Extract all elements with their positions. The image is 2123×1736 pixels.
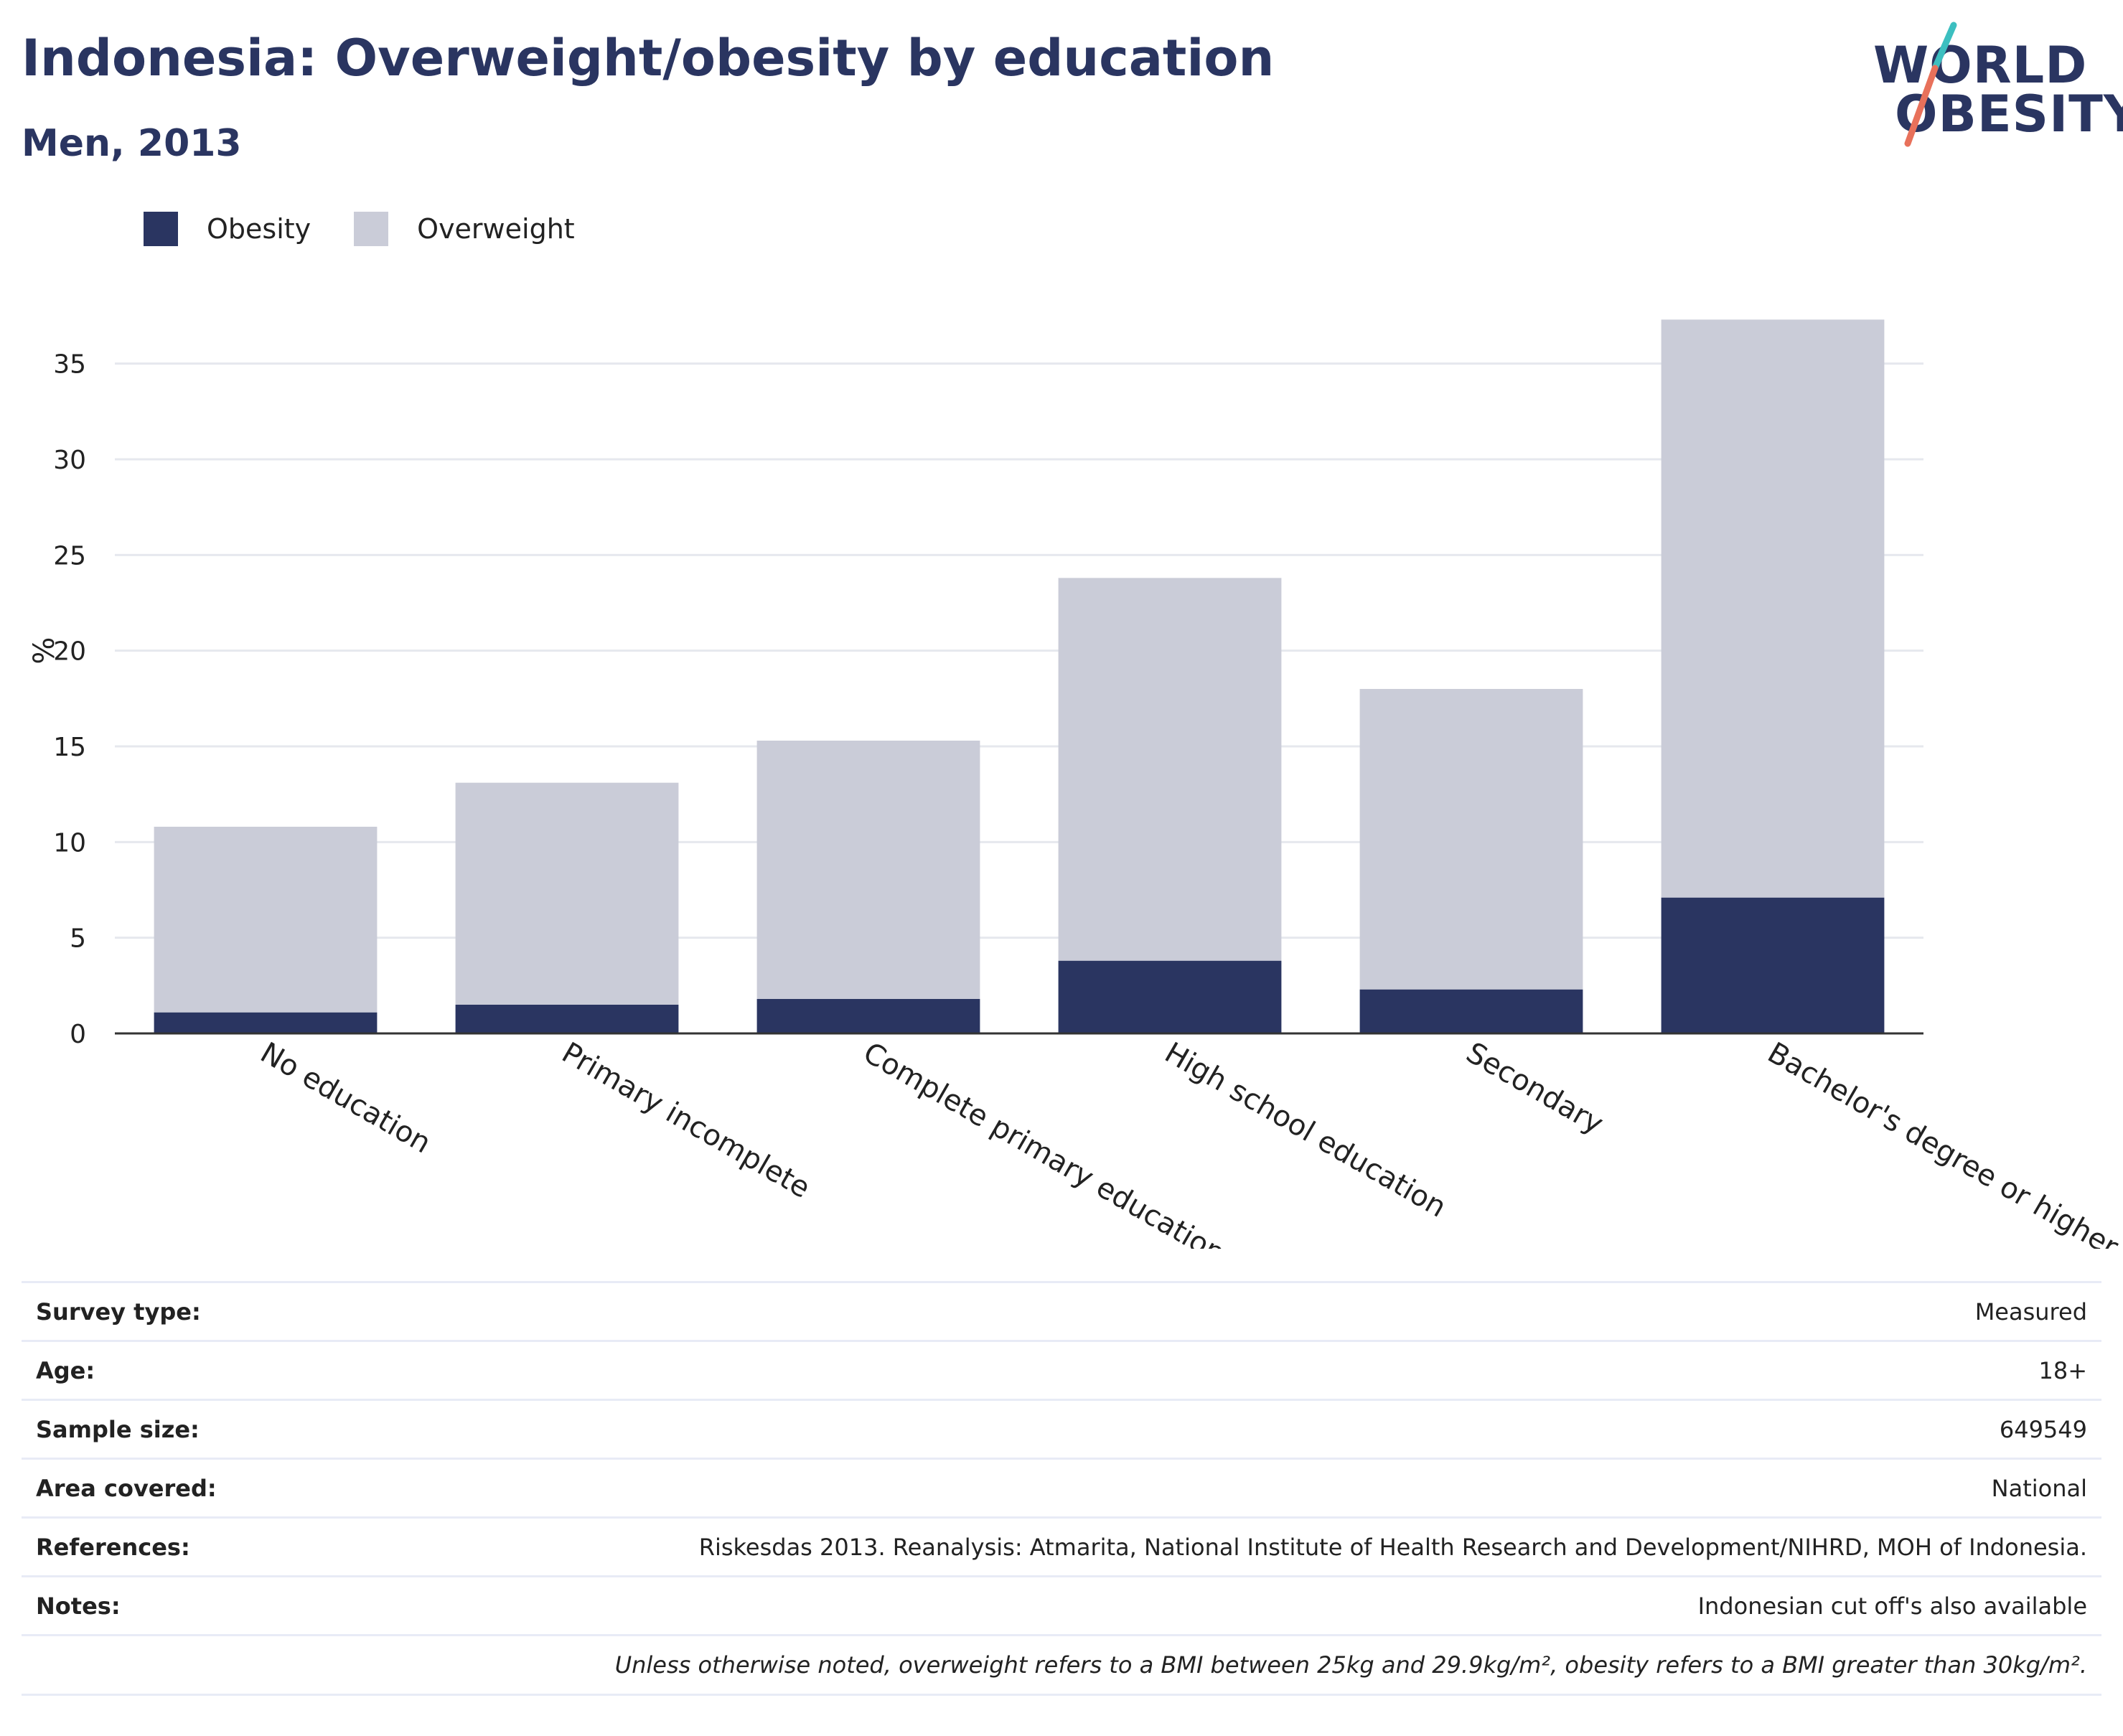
bmi-footnote: Unless otherwise noted, overweight refer… [22, 1634, 2101, 1696]
legend-swatch-obesity [144, 212, 178, 246]
info-value: 649549 [1999, 1415, 2087, 1443]
x-tick-label: Primary incomplete [556, 1036, 815, 1205]
x-tick-label: Bachelor's degree or higher [1762, 1036, 2123, 1249]
y-tick-label: 0 [70, 1020, 86, 1049]
info-row-area-covered: Area covered: National [22, 1458, 2101, 1516]
legend-swatch-overweight [354, 212, 389, 246]
y-axis-label: % [28, 637, 61, 665]
y-tick-label: 25 [53, 541, 86, 571]
world-obesity-logo: WORLD OBESITY [1866, 14, 2123, 158]
info-label: Age: [36, 1356, 95, 1384]
info-label: Notes: [36, 1592, 121, 1620]
bar-overweight-3 [1058, 578, 1282, 961]
stacked-bar-chart: 0 5 10 15 20 25 30 35% No education Primary incom… [28, 319, 2123, 1249]
y-tick-label: 20 [53, 637, 86, 667]
bar-overweight-4 [1359, 689, 1583, 990]
logo-slash-icon [1904, 22, 1957, 147]
chart-legend: Obesity Overweight [144, 212, 618, 246]
info-row-age: Age: 18+ [22, 1340, 2101, 1399]
info-row-references: References: Riskesdas 2013. Reanalysis: … [22, 1516, 2101, 1575]
bar-obesity-4 [1359, 989, 1583, 1033]
legend-label-overweight: Overweight [417, 213, 575, 245]
info-value: 18+ [2038, 1356, 2087, 1384]
chart-title: Indonesia: Overweight/obesity by educati… [22, 29, 1275, 88]
bar-obesity-0 [154, 1012, 378, 1033]
logo-line2: OBESITY [1895, 85, 2123, 144]
survey-info-table: Survey type: Measured Age: 18+ Sample si… [22, 1281, 2101, 1696]
info-value: Riskesdas 2013. Reanalysis: Atmarita, Na… [698, 1533, 2087, 1561]
y-tick-label: 35 [53, 350, 86, 380]
info-row-survey-type: Survey type: Measured [22, 1281, 2101, 1340]
info-label: Sample size: [36, 1415, 200, 1443]
x-tick-label: High school education [1159, 1036, 1452, 1224]
info-value: National [1991, 1474, 2087, 1502]
info-row-notes: Notes: Indonesian cut off's also availab… [22, 1575, 2101, 1634]
bar-overweight-0 [154, 827, 378, 1013]
legend-item-obesity[interactable]: Obesity [144, 212, 311, 246]
info-label: Area covered: [36, 1474, 217, 1502]
info-value: Measured [1974, 1298, 2087, 1326]
info-row-sample-size: Sample size: 649549 [22, 1399, 2101, 1458]
x-tick-label: Secondary [1461, 1036, 1608, 1141]
y-tick-label: 30 [53, 446, 86, 475]
x-tick-label: No education [255, 1036, 436, 1160]
legend-label-obesity: Obesity [207, 213, 311, 245]
bar-obesity-3 [1058, 960, 1282, 1033]
y-tick-label: 10 [53, 828, 86, 858]
legend-item-overweight[interactable]: Overweight [354, 212, 575, 246]
bar-overweight-2 [756, 741, 980, 999]
y-tick-label: 15 [53, 733, 86, 762]
bar-overweight-1 [455, 782, 679, 1005]
bar-overweight-5 [1661, 319, 1885, 898]
info-label: Survey type: [36, 1298, 201, 1326]
y-tick-label: 5 [70, 924, 86, 954]
bar-obesity-2 [756, 999, 980, 1033]
info-label: References: [36, 1533, 190, 1561]
bar-obesity-5 [1661, 897, 1885, 1033]
bar-obesity-1 [455, 1005, 679, 1033]
info-value: Indonesian cut off's also available [1697, 1592, 2087, 1620]
logo-line1: WORLD [1873, 36, 2088, 95]
chart-subtitle: Men, 2013 [22, 122, 242, 165]
